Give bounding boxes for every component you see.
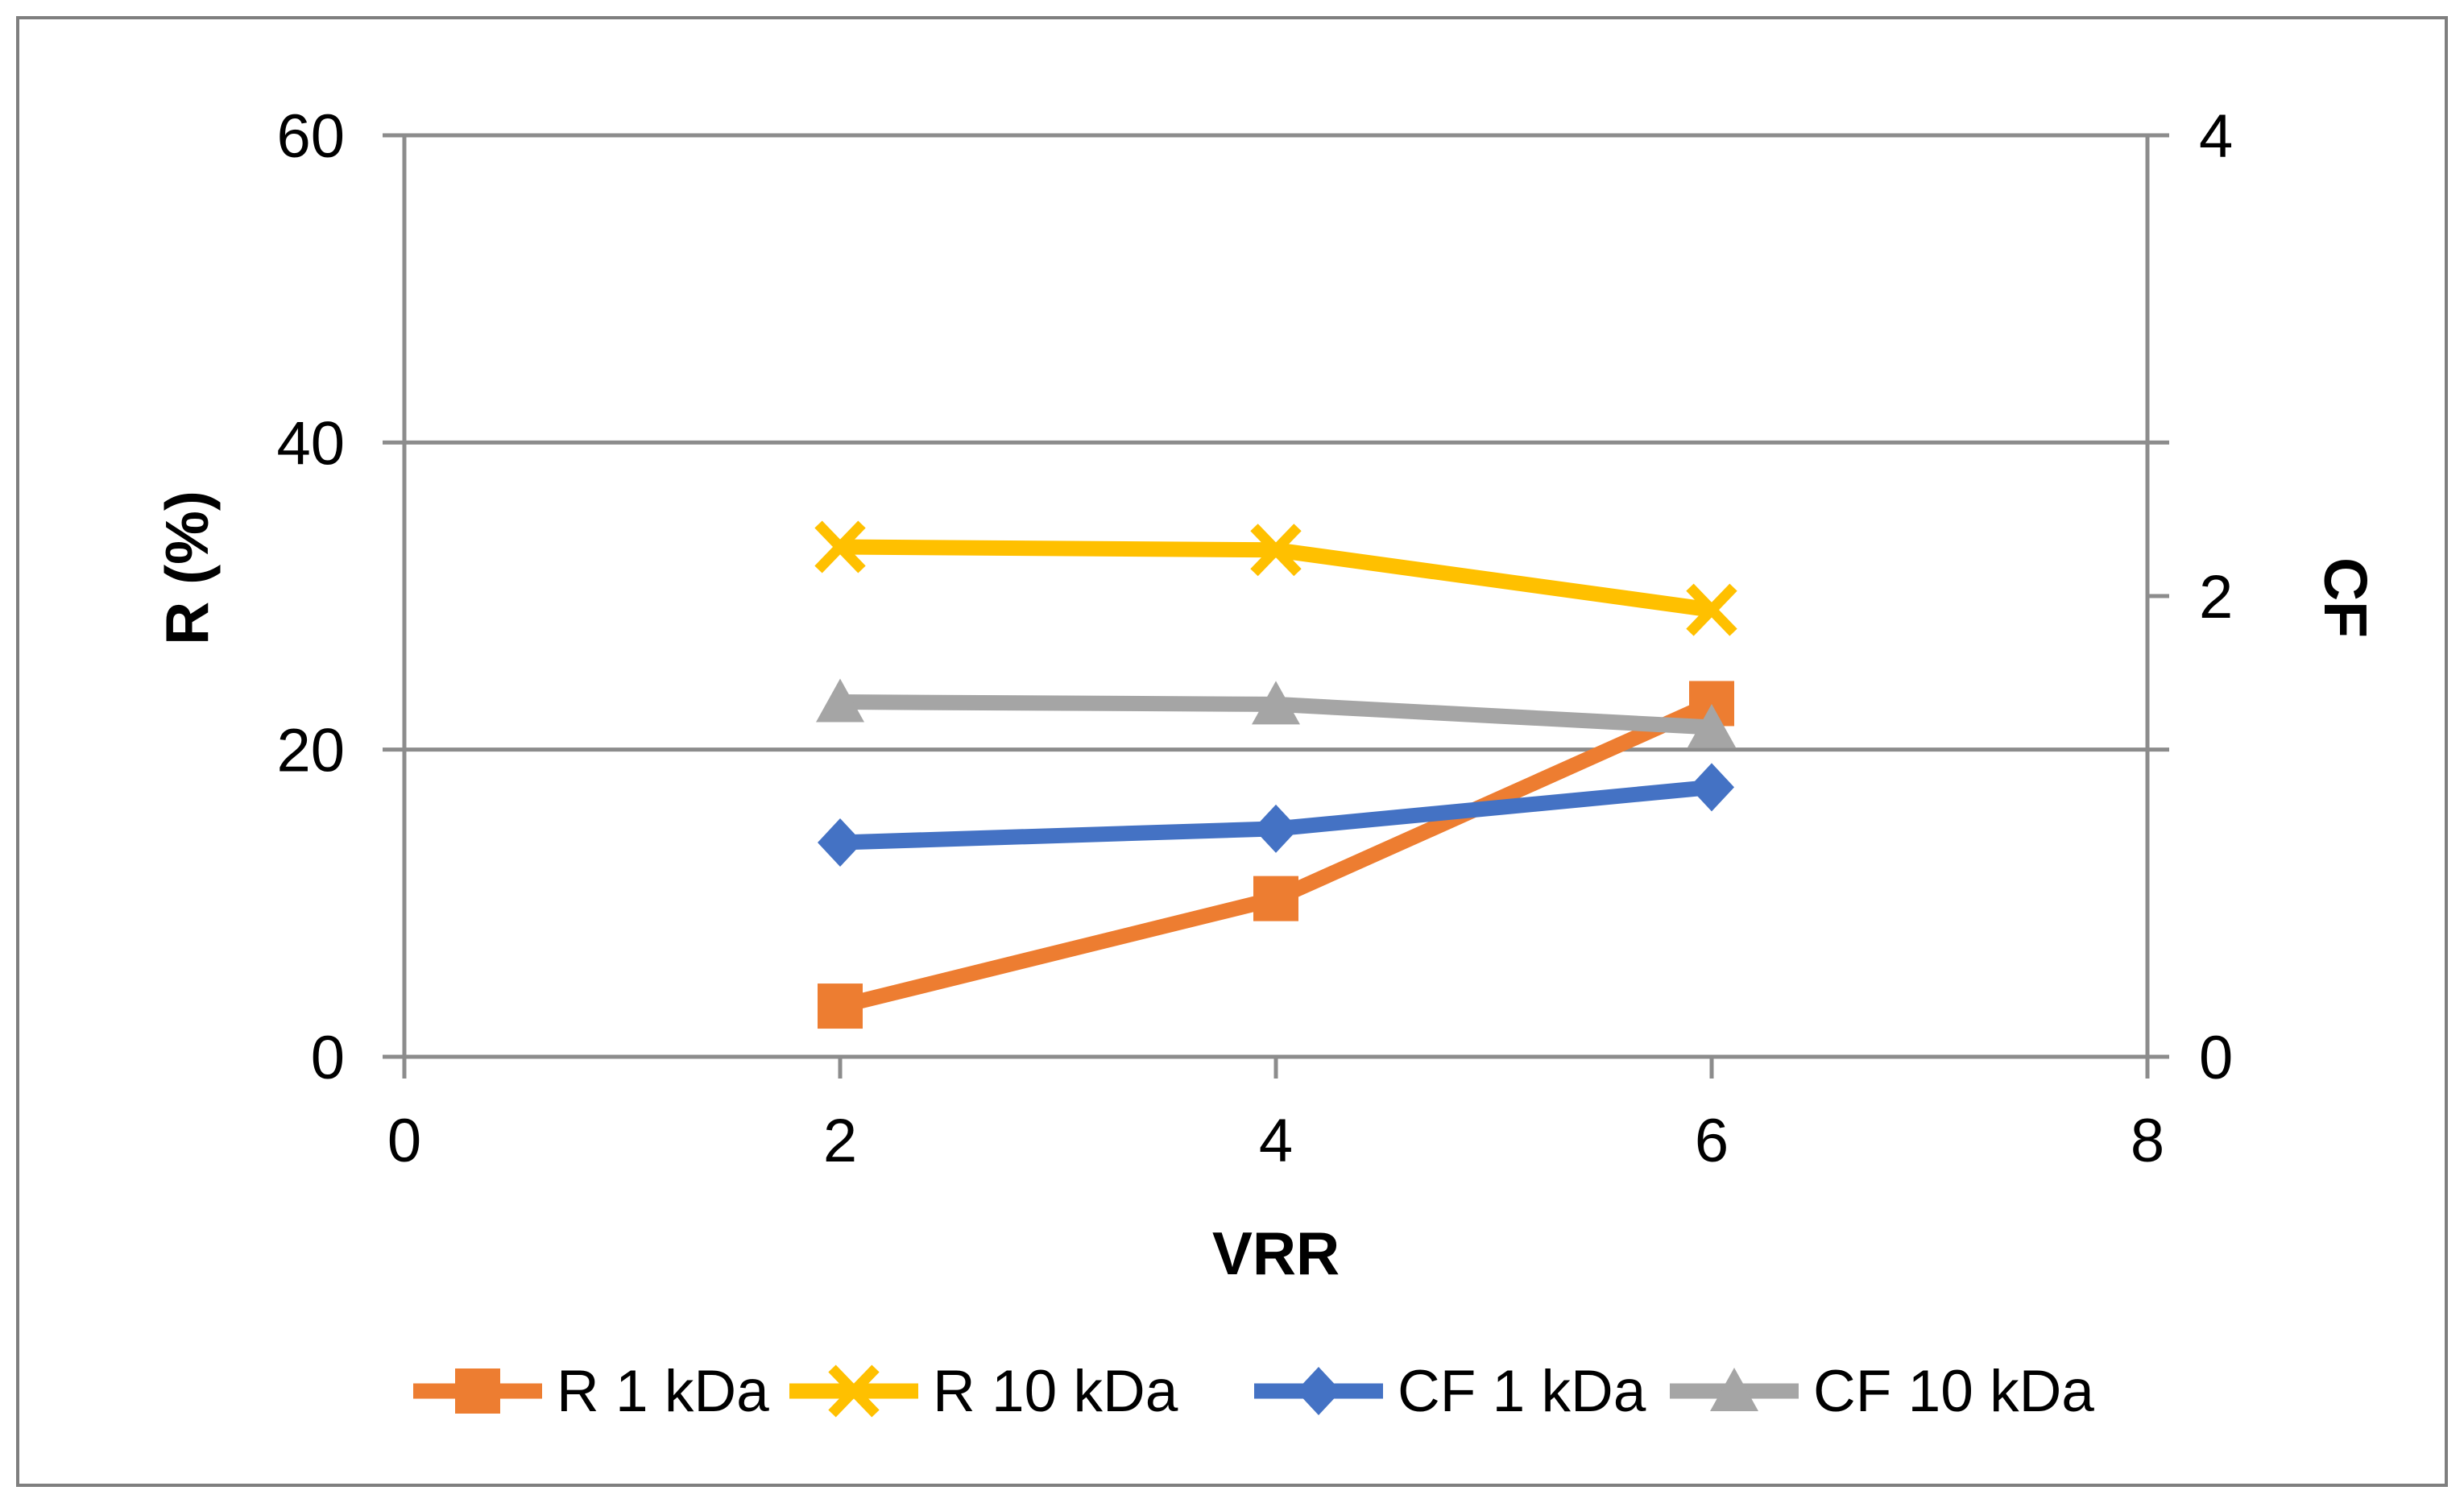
series-cf-10-kda: [816, 678, 1736, 748]
left-tick-label: 0: [311, 1024, 345, 1092]
left-axis-title: R (%): [153, 491, 221, 645]
x-tick-label: 6: [1695, 1107, 1729, 1175]
legend-label: CF 10 kDa: [1813, 1359, 2094, 1424]
data-point-diamond: [1296, 1367, 1341, 1415]
right-tick-label: 0: [2199, 1024, 2233, 1092]
figure-border: [16, 16, 2448, 1487]
x-tick-label: 8: [2131, 1107, 2164, 1175]
left-tick-label: 20: [276, 717, 345, 785]
series-r-10-kda: [814, 520, 1737, 636]
data-point-triangle: [1710, 1368, 1758, 1411]
left-tick-label: 60: [276, 102, 345, 171]
data-point-diamond: [1689, 763, 1734, 812]
left-tick-label: 40: [276, 409, 345, 478]
x-tick-label: 0: [387, 1107, 421, 1175]
axes: [402, 133, 2169, 1079]
data-point-x: [1686, 583, 1737, 636]
x-tick-label: 4: [1259, 1107, 1293, 1175]
legend-item-cf-10-kda: CF 10 kDa: [1670, 1359, 2094, 1424]
right-axis-title: CF: [2312, 557, 2379, 638]
data-point-x: [1250, 524, 1302, 577]
data-point-square: [455, 1368, 500, 1414]
legend-label: R 1 kDa: [557, 1359, 769, 1424]
data-point-x: [814, 520, 866, 573]
right-tick-label: 4: [2199, 102, 2233, 171]
right-tick-label: 2: [2199, 563, 2233, 631]
series-cf-1-kda: [818, 763, 1734, 867]
legend: R 1 kDa R 10 kDa CF 1 kDa CF 10 kDa: [413, 1359, 2094, 1424]
x-axis-title: VRR: [1212, 1219, 1340, 1287]
data-point-triangle: [1688, 704, 1736, 748]
data-point-diamond: [1253, 804, 1298, 853]
x-tick-label: 2: [823, 1107, 857, 1175]
legend-item-cf-1-kda: CF 1 kDa: [1254, 1359, 1646, 1424]
legend-label: R 10 kDa: [933, 1359, 1178, 1424]
data-point-square: [1253, 876, 1298, 921]
data-point-triangle: [1252, 681, 1300, 725]
legend-label: CF 1 kDa: [1398, 1359, 1646, 1424]
series-r-1-kda: [818, 681, 1734, 1029]
legend-item-r-1-kda: R 1 kDa: [413, 1359, 769, 1424]
legend-item-r-10-kda: R 10 kDa: [789, 1359, 1178, 1424]
data-point-x: [828, 1364, 880, 1418]
series-lines: [814, 520, 1737, 1029]
data-point-triangle: [816, 678, 864, 723]
data-point-diamond: [818, 818, 863, 867]
data-point-square: [818, 983, 863, 1029]
